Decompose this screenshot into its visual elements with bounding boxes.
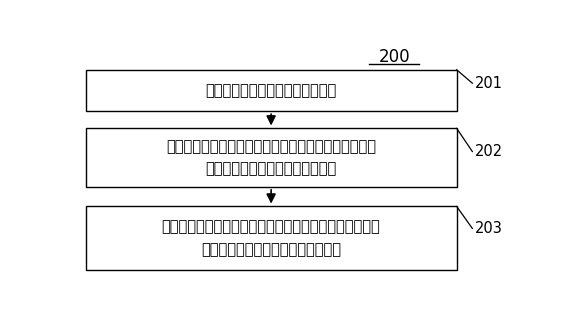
Text: 接收对应预设脉冲电流的电压反馈信号，根据电压反馈信
号确定脱嵌电极板对的工作状态信息: 接收对应预设脉冲电流的电压反馈信号，根据电压反馈信 号确定脱嵌电极板对的工作状态… [162,220,380,257]
Bar [85,206,457,270]
Text: 实时检测脱嵌电极板对的供电状态: 实时检测脱嵌电极板对的供电状态 [205,83,337,98]
Text: 201: 201 [475,76,503,91]
Bar [85,70,457,111]
Text: 200: 200 [379,48,410,66]
Text: 202: 202 [475,144,503,159]
Text: 响应于脱嵌电极板对的供电状态为恒流供电，控制电源
为脱嵌电极板对施加预设脉冲电流: 响应于脱嵌电极板对的供电状态为恒流供电，控制电源 为脱嵌电极板对施加预设脉冲电流 [166,139,376,176]
Bar [85,128,457,187]
Text: 203: 203 [475,221,503,236]
